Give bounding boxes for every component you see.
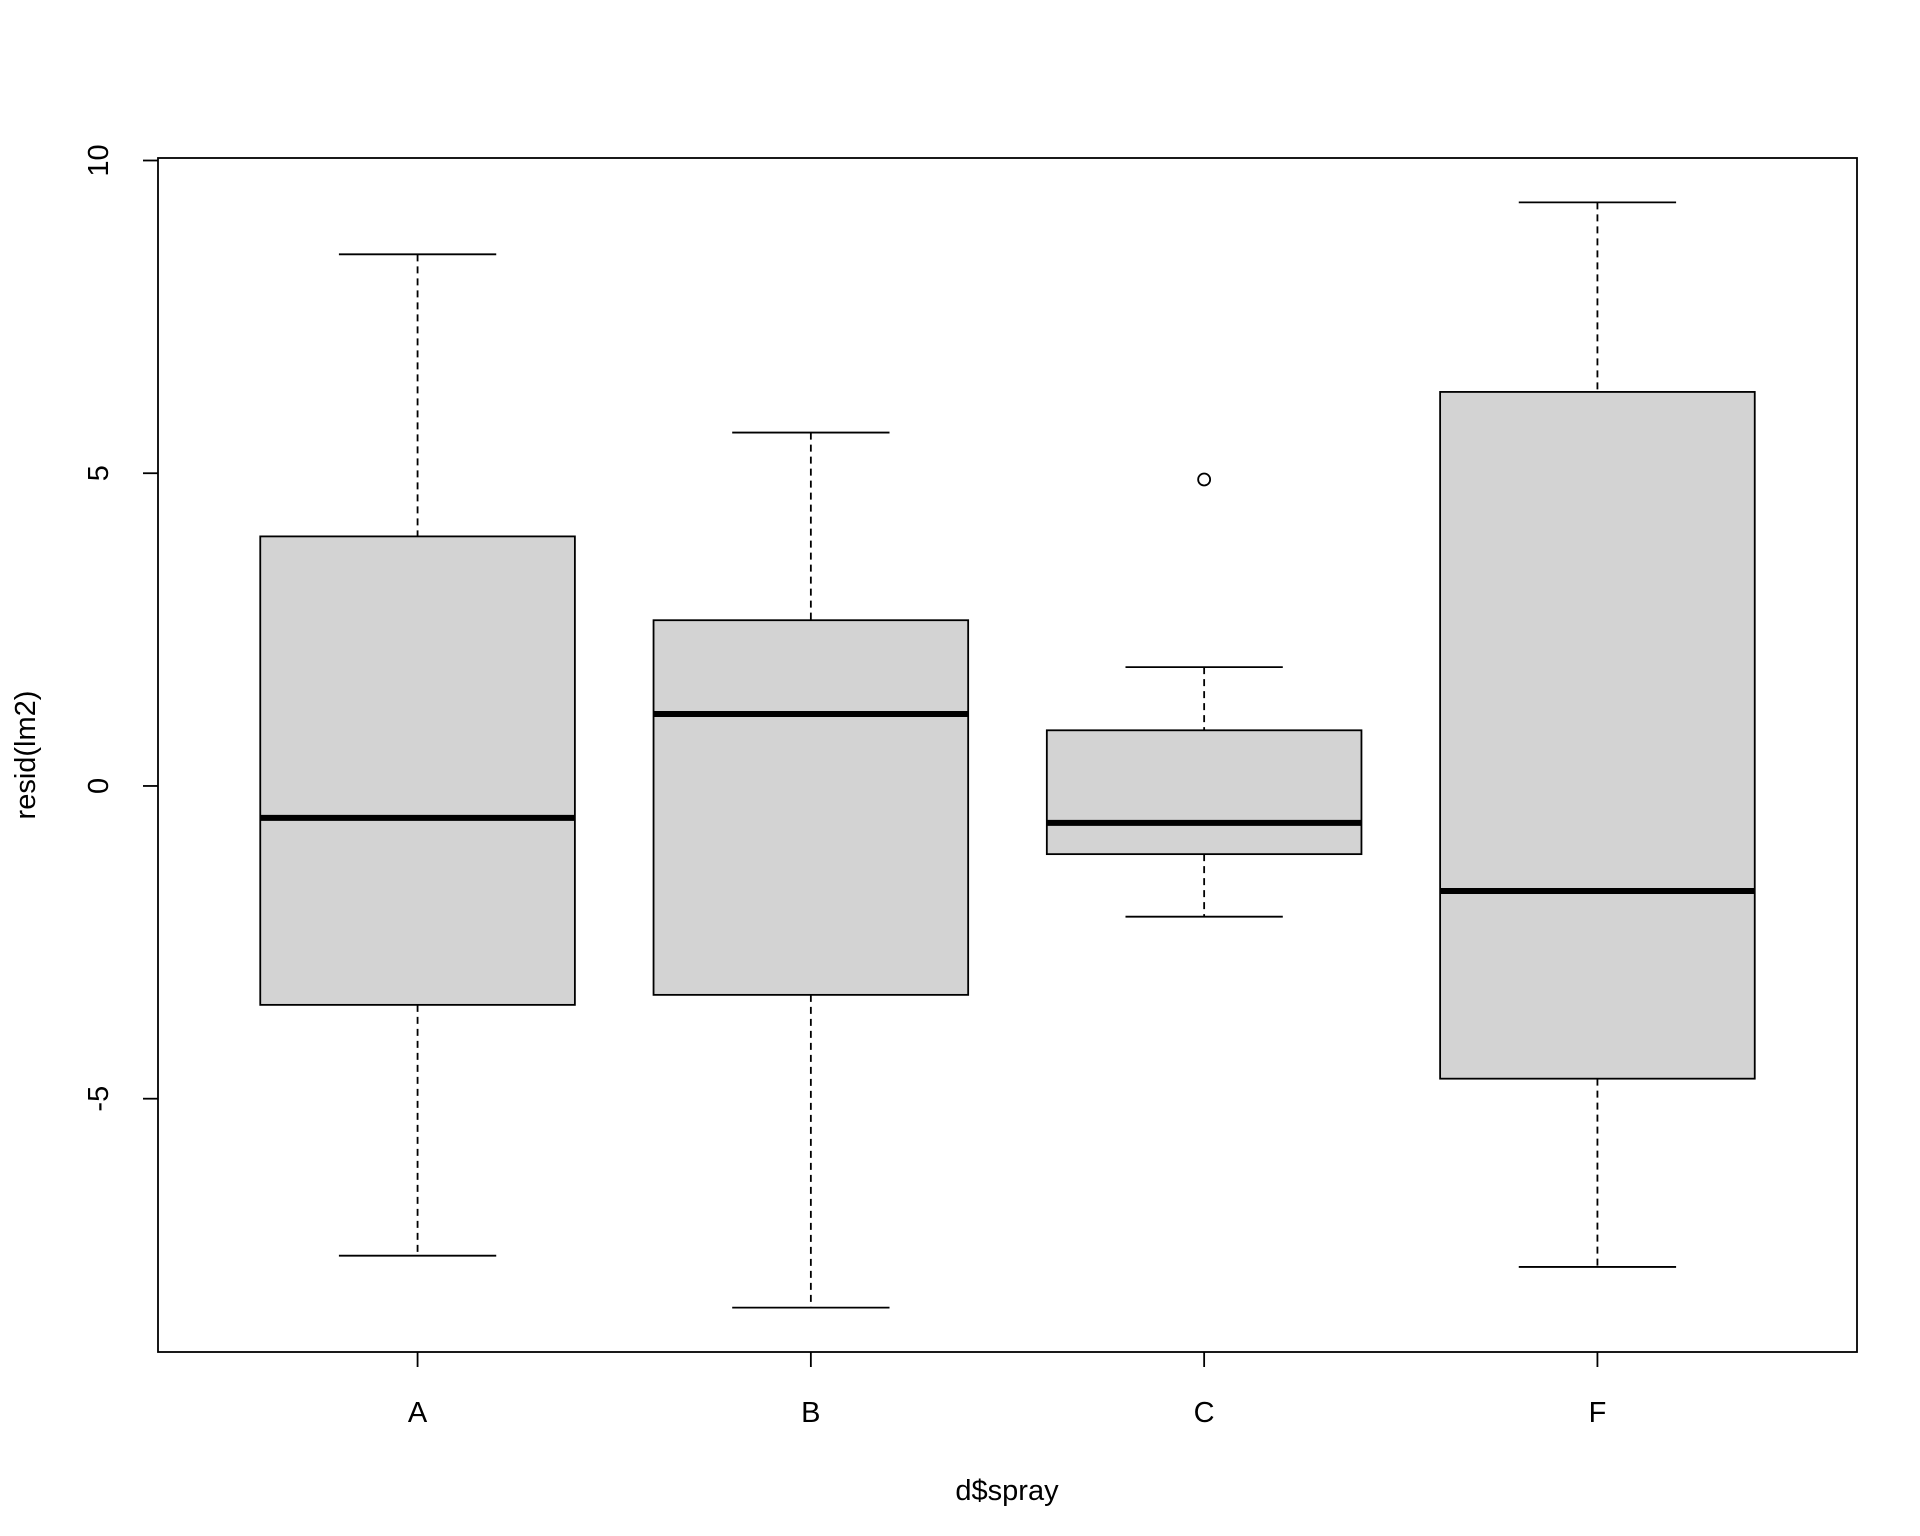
box [1439, 391, 1756, 1080]
box [1045, 729, 1363, 856]
y-tick-label: -5 [83, 1086, 115, 1112]
x-tick-label: F [1589, 1397, 1607, 1429]
x-tick-label: C [1194, 1397, 1215, 1429]
box [652, 619, 970, 996]
y-tick-label: 0 [83, 778, 115, 794]
plot-frame [157, 157, 1858, 1353]
x-tick-label: A [408, 1397, 428, 1429]
x-tick-label: B [801, 1397, 820, 1429]
x-axis-label: d$spray [955, 1475, 1059, 1507]
y-tick-label: 10 [83, 144, 115, 176]
outlier [1197, 472, 1212, 487]
box [259, 535, 576, 1006]
y-axis-label: resid(lm2) [10, 691, 42, 820]
y-tick-label: 5 [83, 465, 115, 481]
